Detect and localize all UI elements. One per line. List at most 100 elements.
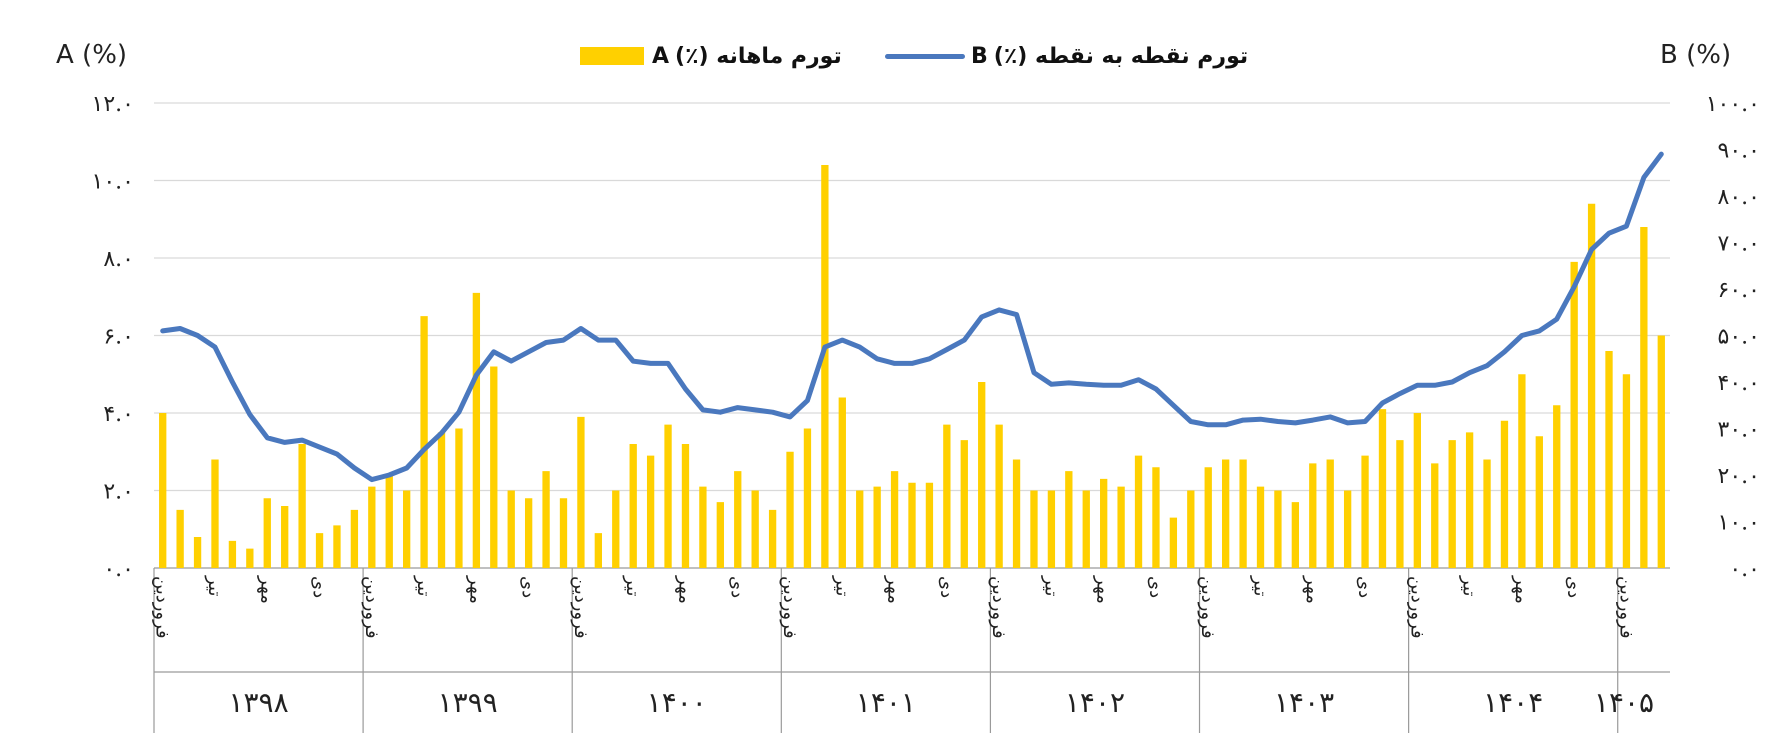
- right-axis-tick: ۱۰.۰: [1718, 511, 1760, 536]
- right-axis-tick: ۴۰.۰: [1718, 371, 1760, 396]
- bar-monthly-inflation: [1431, 463, 1439, 568]
- month-label: فروردین: [779, 576, 800, 639]
- month-label: دی: [936, 576, 957, 598]
- left-axis-tick: ۴.۰: [103, 402, 134, 427]
- bar-monthly-inflation: [403, 490, 411, 568]
- bar-monthly-inflation: [1361, 455, 1369, 568]
- bar-monthly-inflation: [681, 444, 690, 568]
- right-axis-title: B (%): [1660, 40, 1732, 70]
- year-label: ۱۴۰۴: [1483, 686, 1543, 719]
- bar-monthly-inflation: [1535, 436, 1543, 568]
- left-axis-tick: ۱۰.۰: [92, 170, 134, 195]
- bar-monthly-inflation: [315, 533, 324, 568]
- bar-monthly-inflation: [159, 413, 167, 568]
- bar-monthly-inflation: [664, 424, 672, 568]
- bar-monthly-inflation: [856, 490, 864, 568]
- month-label: دی: [1145, 576, 1166, 598]
- bar-monthly-inflation: [1657, 335, 1665, 568]
- bar-monthly-inflation: [1134, 455, 1143, 568]
- bar-monthly-inflation: [890, 471, 899, 568]
- bar-monthly-inflation: [193, 537, 202, 568]
- bar-monthly-inflation: [978, 382, 986, 568]
- year-label: ۱۴۰۰: [647, 686, 707, 719]
- month-label: دی: [1563, 576, 1584, 598]
- bar-monthly-inflation: [1500, 420, 1509, 568]
- left-axis-title: A (%): [56, 40, 128, 70]
- left-axis-tick: ۱۲.۰: [92, 92, 134, 117]
- bar-monthly-inflation: [943, 424, 951, 568]
- bar-monthly-inflation: [908, 482, 916, 568]
- month-label: مهر: [1302, 575, 1323, 604]
- legend-letter-b: B: [971, 43, 988, 69]
- bar-monthly-inflation: [1047, 490, 1056, 568]
- bar-monthly-inflation: [1326, 459, 1334, 568]
- month-label: فروردین: [1406, 576, 1427, 639]
- right-axis-tick: ۶۰.۰: [1718, 278, 1760, 303]
- bar-monthly-inflation: [1378, 409, 1387, 568]
- bar-monthly-inflation: [1448, 440, 1456, 568]
- bar-monthly-inflation: [1483, 459, 1491, 568]
- right-axis-tick: ۷۰.۰: [1718, 232, 1760, 257]
- bar-monthly-inflation: [437, 432, 446, 568]
- bar-monthly-inflation: [542, 471, 550, 568]
- right-axis-tick: ۲۰.۰: [1718, 464, 1760, 489]
- bar-monthly-inflation: [1117, 486, 1125, 568]
- month-label: فروردین: [152, 576, 173, 639]
- legend-item-monthly-inflation: A تورم ماهانه (٪): [580, 38, 842, 74]
- month-label: مهر: [465, 575, 486, 604]
- month-label: فروردین: [1615, 576, 1636, 639]
- bar-monthly-inflation: [228, 540, 237, 568]
- bar-monthly-inflation: [333, 525, 341, 568]
- legend-item-point-inflation: B تورم نقطه به نقطه (٪): [885, 38, 1248, 74]
- bar-monthly-inflation: [1152, 467, 1160, 568]
- left-axis-tick: ۰.۰: [103, 557, 134, 582]
- bar-monthly-inflation: [350, 509, 359, 568]
- bar-monthly-inflation: [594, 533, 603, 568]
- bar-monthly-inflation: [176, 509, 184, 568]
- bar-monthly-inflation: [1291, 502, 1300, 568]
- bar-monthly-inflation: [263, 498, 271, 568]
- bar-monthly-inflation: [1553, 405, 1561, 568]
- bar-monthly-inflation: [1622, 374, 1631, 568]
- month-label: تیر: [622, 575, 643, 596]
- month-label: دی: [518, 576, 539, 598]
- month-label: تیر: [1250, 575, 1271, 596]
- month-label: مهر: [256, 575, 277, 604]
- right-axis-tick: ۰.۰: [1729, 557, 1760, 582]
- bar-monthly-inflation: [211, 459, 219, 568]
- bar-monthly-inflation: [1605, 351, 1613, 568]
- bar-monthly-inflation: [1396, 440, 1404, 568]
- year-label: ۱۴۰۵: [1594, 686, 1654, 719]
- bar-monthly-inflation: [368, 486, 376, 568]
- bar-monthly-inflation: [1221, 459, 1230, 568]
- bar-monthly-inflation: [838, 397, 846, 568]
- month-label: فروردین: [570, 576, 591, 639]
- month-label: فروردین: [1197, 576, 1218, 639]
- bar-monthly-inflation: [1343, 490, 1352, 568]
- right-axis-tick: ۵۰.۰: [1718, 325, 1760, 350]
- month-label: مهر: [884, 575, 905, 604]
- right-axis-tick: ۱۰۰.۰: [1706, 92, 1760, 117]
- month-label: دی: [1354, 576, 1375, 598]
- year-label: ۱۴۰۲: [1065, 686, 1125, 719]
- month-label: مهر: [1093, 575, 1114, 604]
- bar-monthly-inflation: [524, 498, 533, 568]
- year-label: ۱۴۰۳: [1274, 686, 1334, 719]
- year-label: ۱۳۹۸: [228, 686, 288, 719]
- bar-monthly-inflation: [1204, 467, 1212, 568]
- bar-monthly-inflation: [803, 428, 812, 568]
- left-axis-tick: ۶.۰: [103, 325, 134, 350]
- bar-monthly-inflation: [472, 292, 481, 568]
- bar-monthly-inflation: [1518, 374, 1526, 568]
- bar-monthly-inflation: [734, 471, 742, 568]
- bar-monthly-inflation: [646, 455, 655, 568]
- bar-monthly-inflation: [455, 428, 463, 568]
- bar-monthly-inflation: [1082, 490, 1090, 568]
- bar-monthly-inflation: [246, 548, 254, 568]
- bar-monthly-inflation: [751, 490, 759, 568]
- bar-monthly-inflation: [612, 490, 620, 568]
- month-label: تیر: [831, 575, 852, 596]
- bar-monthly-inflation: [821, 165, 829, 568]
- legend-label-point-inflation: تورم نقطه به نقطه (٪): [993, 43, 1249, 69]
- bar-monthly-inflation: [490, 366, 498, 568]
